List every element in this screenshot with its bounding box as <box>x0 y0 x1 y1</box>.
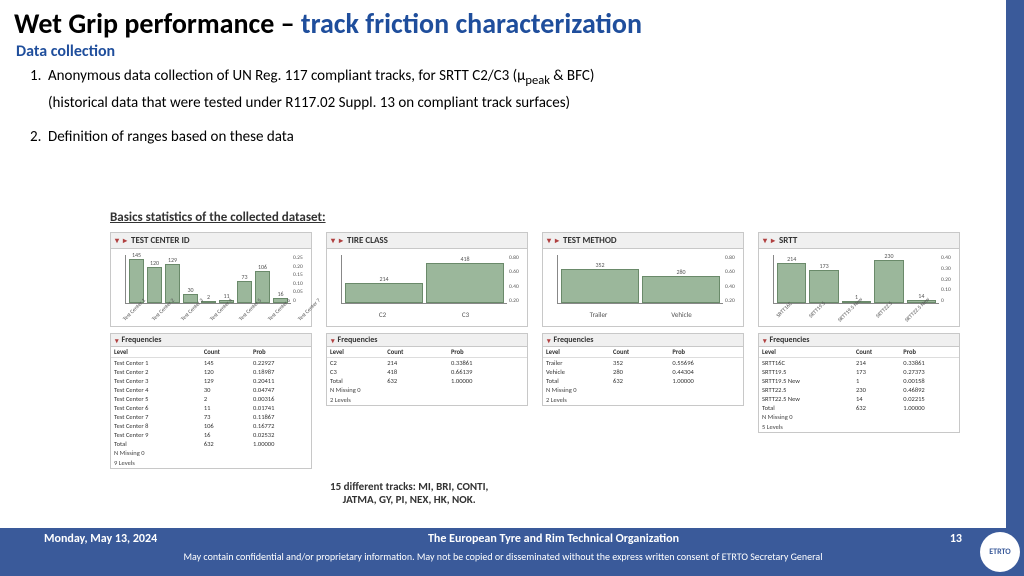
etrto-logo: ETRTO <box>980 532 1020 572</box>
frequencies-section: ▾FrequenciesLevelCountProbTest Center 11… <box>110 333 312 469</box>
bar-value-label: 120 <box>150 259 159 267</box>
panel-header: ▾▸TEST METHOD <box>542 232 744 249</box>
bar-value-label: 352 <box>595 261 604 269</box>
menu-icon: ▸ <box>123 236 127 246</box>
stats-panel: ▾▸SRTT2141731230140.400.300.200.100SRTT1… <box>758 232 960 469</box>
bullet-text: Anonymous data collection of UN Reg. 117… <box>48 67 594 85</box>
title-part2: track friction characterization <box>301 6 642 41</box>
bullet-text: Definition of ranges based on these data <box>48 128 294 146</box>
bar: 145 <box>129 259 144 303</box>
frequencies-table: LevelCountProbTest Center 11450.22927Tes… <box>110 347 312 469</box>
bar: 129 <box>165 264 180 303</box>
menu-icon: ▸ <box>555 236 559 246</box>
bar: 352 <box>561 269 639 303</box>
bar-value-label: 30 <box>187 286 193 294</box>
frequencies-header: ▾Frequencies <box>326 333 528 347</box>
title-part1: Wet Grip performance – <box>14 6 301 41</box>
bar-value-label: 418 <box>460 255 469 263</box>
collapse-icon: ▾ <box>763 236 767 246</box>
bar: 230 <box>874 260 903 303</box>
frequencies-section: ▾FrequenciesLevelCountProbC22140.33861C3… <box>326 333 528 406</box>
menu-icon: ▸ <box>771 236 775 246</box>
slide-subtitle: Data collection <box>16 42 115 61</box>
bar-chart: 3522800.800.600.400.20TrailerVehicle <box>542 249 744 327</box>
panel-header: ▾▸SRTT <box>758 232 960 249</box>
panel-header: ▾▸TEST CENTER ID <box>110 232 312 249</box>
y-ticks: 0.800.600.400.20 <box>725 255 743 304</box>
frequencies-header: ▾Frequencies <box>542 333 744 347</box>
bar-value-label: 145 <box>132 251 141 259</box>
x-labels: TrailerVehicle <box>557 305 723 325</box>
bar-chart: 2141731230140.400.300.200.100SRTT16CSRTT… <box>758 249 960 327</box>
bar: 214 <box>345 283 423 303</box>
bullet-paren: (historical data that were tested under … <box>48 93 594 113</box>
bar-value-label: 129 <box>168 256 177 264</box>
y-ticks: 0.400.300.200.100 <box>941 255 959 304</box>
y-ticks: 0.250.200.150.100.050 <box>293 255 311 304</box>
bar-value-label: 214 <box>787 255 796 263</box>
bar-value-label: 280 <box>676 268 685 276</box>
tracks-note: 15 different tracks: MI, BRI, CONTI, JAT… <box>330 480 488 506</box>
bar-chart: 1451201293021173106160.250.200.150.100.0… <box>110 249 312 327</box>
collapse-icon: ▾ <box>547 236 551 246</box>
bar-value-label: 173 <box>820 262 829 270</box>
right-accent-band <box>1006 0 1024 576</box>
bullet-number: 2. <box>30 127 48 147</box>
stats-panels: ▾▸TEST CENTER ID1451201293021173106160.2… <box>110 232 960 469</box>
frequencies-table: LevelCountProbC22140.33861C34180.66139To… <box>326 347 528 406</box>
bar-value-label: 230 <box>884 252 893 260</box>
frequencies-header: ▾Frequencies <box>110 333 312 347</box>
footer-date: Monday, May 13, 2024 <box>44 532 157 546</box>
stats-panel: ▾▸TEST METHOD3522800.800.600.400.20Trail… <box>542 232 744 469</box>
frequencies-section: ▾FrequenciesLevelCountProbTrailer3520.55… <box>542 333 744 406</box>
collapse-icon: ▾ <box>115 236 119 246</box>
frequencies-header: ▾Frequencies <box>758 333 960 347</box>
stats-panel: ▾▸TEST CENTER ID1451201293021173106160.2… <box>110 232 312 469</box>
menu-icon: ▸ <box>339 236 343 246</box>
stats-section-title: Basics statistics of the collected datas… <box>110 210 326 225</box>
slide-title: Wet Grip performance – track friction ch… <box>14 6 642 41</box>
bar-value-label: 73 <box>241 273 247 281</box>
frequencies-table: LevelCountProbSRTT16C2140.33861SRTT19.51… <box>758 347 960 433</box>
bullet-list: 1.Anonymous data collection of UN Reg. 1… <box>30 66 594 150</box>
footer-disclaimer: May contain confidential and/or propriet… <box>0 548 1006 565</box>
bar-chart: 2144180.800.600.400.20C2C3 <box>326 249 528 327</box>
x-labels: Test Center 1Test Center 2Test Center 3T… <box>125 305 291 325</box>
bar: 120 <box>147 267 162 303</box>
collapse-icon: ▾ <box>547 336 551 345</box>
frequencies-section: ▾FrequenciesLevelCountProbSRTT16C2140.33… <box>758 333 960 433</box>
bar: 280 <box>642 276 720 303</box>
collapse-icon: ▾ <box>331 236 335 246</box>
bullet-number: 1. <box>30 66 48 86</box>
bar-value-label: 2 <box>207 293 210 301</box>
bar: 418 <box>426 263 504 303</box>
x-labels: SRTT16CSRTT19.5SRTT19.5 NewSRTT22.5SRTT2… <box>773 305 939 325</box>
footer-bar: Monday, May 13, 2024 The European Tyre a… <box>0 528 1006 576</box>
panel-header: ▾▸TIRE CLASS <box>326 232 528 249</box>
stats-panel: ▾▸TIRE CLASS2144180.800.600.400.20C2C3▾F… <box>326 232 528 469</box>
collapse-icon: ▾ <box>763 336 767 345</box>
bar-value-label: 214 <box>379 275 388 283</box>
bar: 73 <box>237 281 252 303</box>
y-ticks: 0.800.600.400.20 <box>509 255 527 304</box>
x-labels: C2C3 <box>341 305 507 325</box>
frequencies-table: LevelCountProbTrailer3520.55696Vehicle28… <box>542 347 744 406</box>
bar-value-label: 106 <box>258 263 267 271</box>
bar-value-label: 16 <box>277 290 283 298</box>
collapse-icon: ▾ <box>331 336 335 345</box>
collapse-icon: ▾ <box>115 336 119 345</box>
footer-org: The European Tyre and Rim Technical Orga… <box>428 532 679 546</box>
footer-page: 13 <box>950 532 962 546</box>
